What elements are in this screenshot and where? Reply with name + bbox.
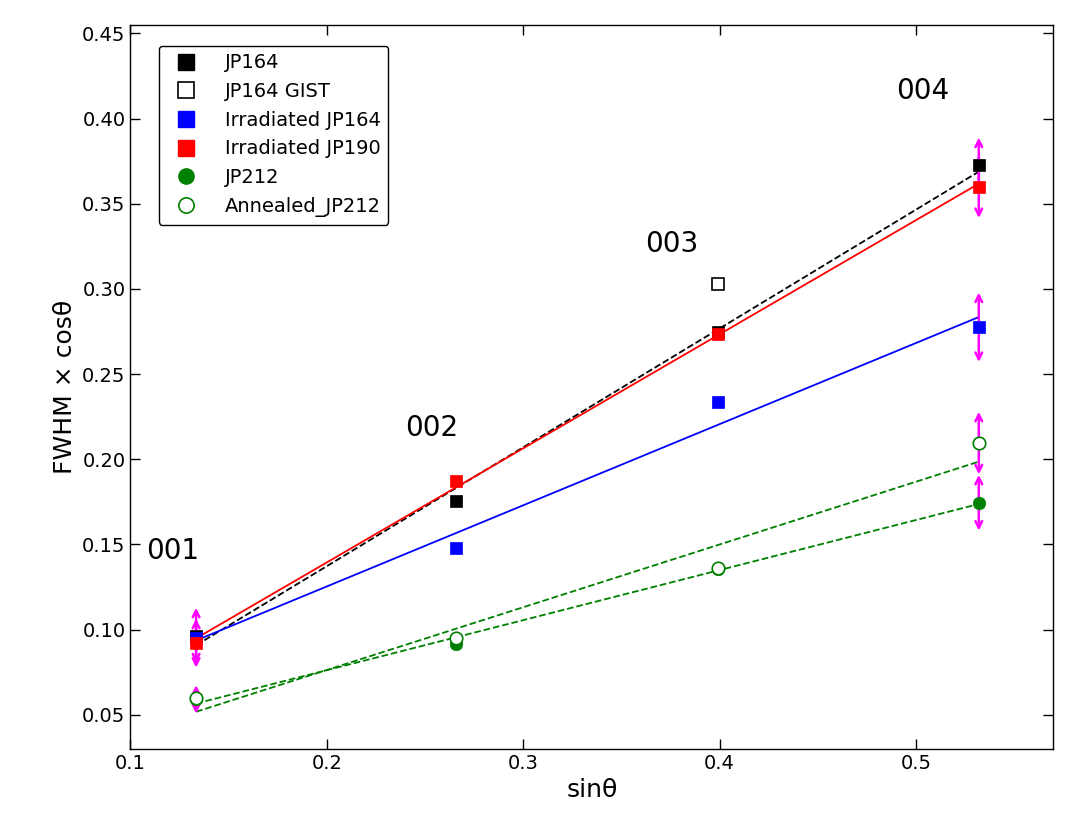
Text: 004: 004 <box>896 77 949 105</box>
X-axis label: sinθ: sinθ <box>566 778 618 802</box>
Legend: JP164, JP164 GIST, Irradiated JP164, Irradiated JP190, JP212, Annealed_JP212: JP164, JP164 GIST, Irradiated JP164, Irr… <box>159 46 389 225</box>
Text: 002: 002 <box>405 414 458 443</box>
Text: 003: 003 <box>645 230 698 258</box>
Y-axis label: FWHM × cosθ: FWHM × cosθ <box>52 300 76 474</box>
Text: 001: 001 <box>146 537 199 565</box>
